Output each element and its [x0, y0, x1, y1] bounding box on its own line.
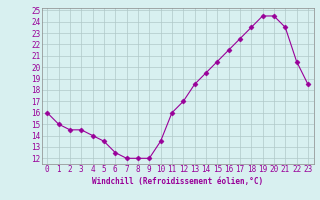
X-axis label: Windchill (Refroidissement éolien,°C): Windchill (Refroidissement éolien,°C)	[92, 177, 263, 186]
